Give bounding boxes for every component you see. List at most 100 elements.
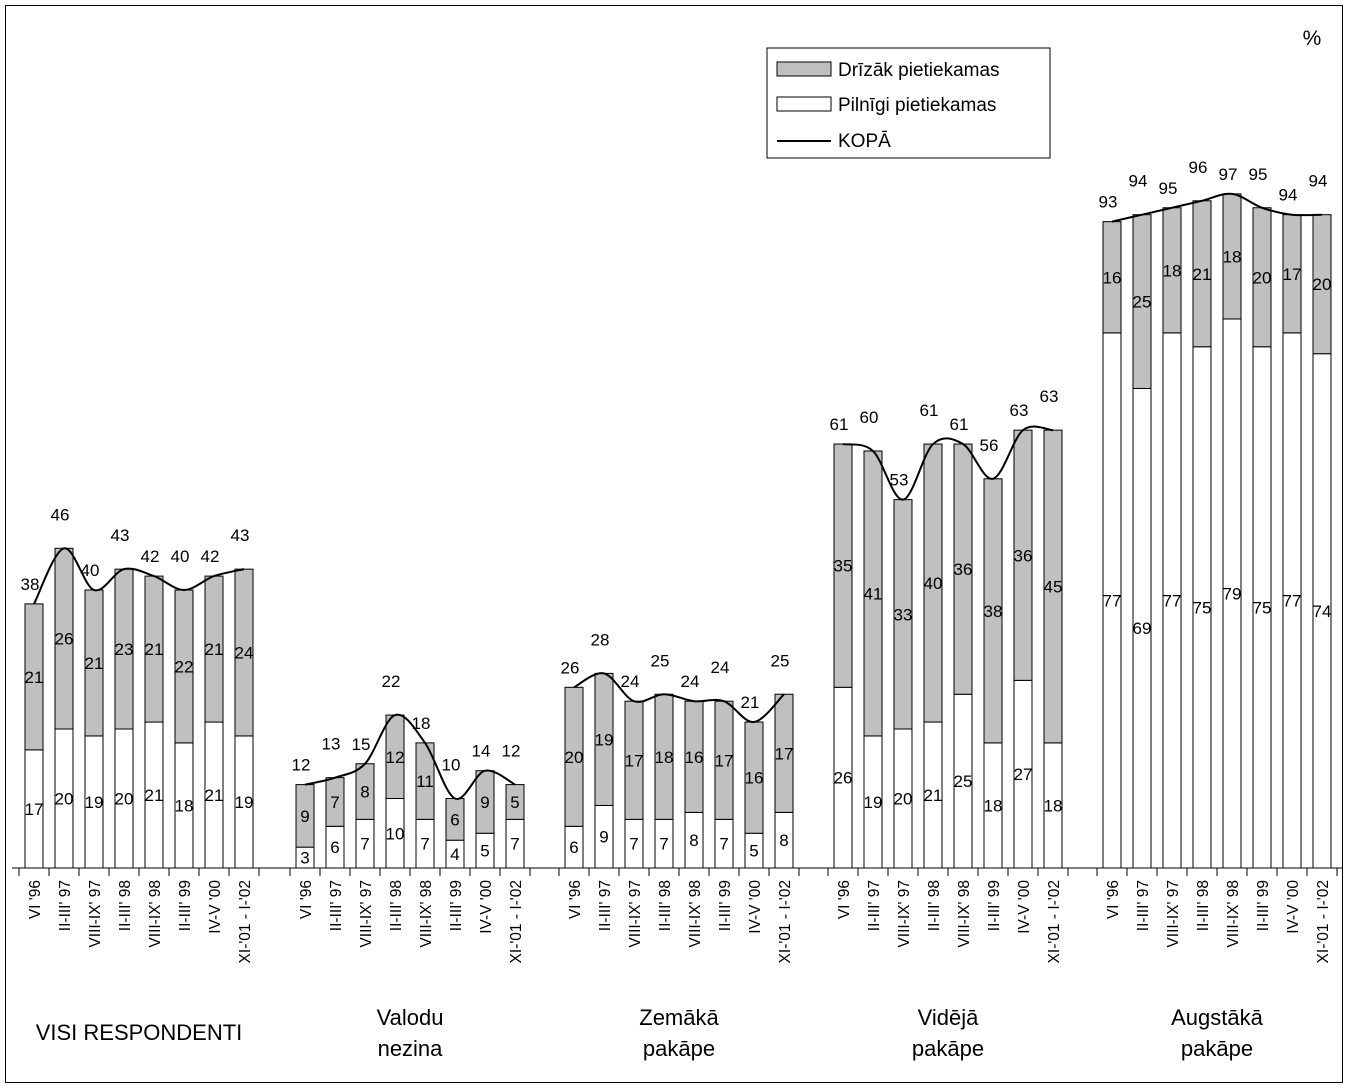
legend-swatch-drizak [776,61,832,77]
group-label: VISI RESPONDENTI [36,1020,243,1045]
legend-swatch-pilnigi [776,96,832,112]
data-label-kopa: 94 [1309,172,1328,191]
x-tick-label: VIII-IX' 97 [1165,880,1182,948]
data-label-pilnigi: 19 [864,793,883,812]
data-label-drizak: 21 [85,654,104,673]
group-label: Augstākā [1171,1005,1263,1030]
data-label-kopa: 97 [1219,165,1238,184]
data-label-drizak: 16 [685,748,704,767]
data-label-pilnigi: 18 [1044,796,1063,815]
data-label-drizak: 36 [954,560,973,579]
data-label-pilnigi: 5 [749,842,758,861]
data-label-pilnigi: 10 [386,824,405,843]
data-label-pilnigi: 8 [689,831,698,850]
data-label-pilnigi: 7 [510,835,519,854]
data-label-pilnigi: 6 [330,838,339,857]
data-label-pilnigi: 17 [25,800,44,819]
x-tick-label: IV-V '00 [1016,880,1033,934]
data-label-drizak: 16 [745,769,764,788]
x-tick-label: IV-V '00 [478,880,495,934]
data-label-kopa: 22 [382,672,401,691]
x-tick-label: II-III' 97 [57,880,74,931]
data-label-kopa: 40 [81,561,100,580]
x-tick-label: II-III' 98 [926,880,943,931]
data-label-kopa: 14 [472,742,491,761]
data-label-pilnigi: 79 [1223,584,1242,603]
x-tick-label: VI '96 [567,880,584,919]
data-label-drizak: 20 [1253,268,1272,287]
data-label-pilnigi: 3 [300,849,309,868]
x-tick-label: II-III' 98 [657,880,674,931]
data-label-pilnigi: 7 [719,835,728,854]
x-tick-label: IV-V '00 [1285,880,1302,934]
legend-label-drizak: Drīzāk pietiekamas [838,60,1000,81]
data-label-pilnigi: 20 [115,790,134,809]
x-tick-label: II-III' 97 [866,880,883,931]
data-label-kopa: 60 [860,408,879,427]
data-label-pilnigi: 7 [360,835,369,854]
data-label-drizak: 17 [625,751,644,770]
data-label-kopa: 94 [1279,186,1298,205]
data-label-drizak: 17 [775,744,794,763]
series-line-kopa [304,713,516,800]
data-label-drizak: 21 [25,668,44,687]
data-label-drizak: 7 [330,793,339,812]
data-label-pilnigi: 74 [1313,602,1332,621]
x-tick-label: VIII-IX' 97 [87,880,104,948]
x-tick-label: II-III' 99 [986,880,1003,931]
data-label-pilnigi: 21 [924,786,943,805]
data-label-drizak: 25 [1133,293,1152,312]
group-label: pakāpe [643,1036,715,1061]
data-label-kopa: 21 [741,693,760,712]
x-tick-label: VIII-IX' 98 [956,880,973,948]
data-label-kopa: 15 [352,735,371,754]
data-label-kopa: 24 [621,672,640,691]
data-label-drizak: 16 [1103,268,1122,287]
data-label-drizak: 6 [450,810,459,829]
data-label-kopa: 63 [1040,387,1059,406]
x-tick-label: VI '96 [27,880,44,919]
data-label-pilnigi: 26 [834,769,853,788]
x-tick-label: VI '96 [298,880,315,919]
data-label-pilnigi: 18 [175,796,194,815]
data-label-kopa: 12 [502,742,521,761]
data-label-kopa: 43 [111,526,130,545]
data-label-pilnigi: 6 [569,838,578,857]
group-label: Valodu [377,1005,444,1030]
x-tick-label: VIII-IX' 97 [358,880,375,948]
data-label-pilnigi: 25 [954,772,973,791]
data-label-pilnigi: 5 [480,842,489,861]
data-label-kopa: 38 [21,575,40,594]
data-label-drizak: 9 [300,807,309,826]
series-line-kopa [573,672,785,724]
data-label-kopa: 46 [51,505,70,524]
data-label-pilnigi: 20 [55,790,74,809]
data-label-drizak: 5 [510,793,519,812]
data-label-kopa: 61 [950,415,969,434]
x-tick-label: II-III' 97 [597,880,614,931]
data-label-kopa: 26 [561,658,580,677]
data-label-drizak: 35 [834,557,853,576]
data-label-drizak: 17 [715,751,734,770]
data-label-drizak: 18 [655,748,674,767]
x-tick-label: VI '96 [836,880,853,919]
data-label-drizak: 20 [1313,275,1332,294]
data-label-drizak: 23 [115,640,134,659]
data-label-pilnigi: 27 [1014,765,1033,784]
x-tick-label: II-III' 97 [328,880,345,931]
data-label-drizak: 20 [565,748,584,767]
series-line-kopa [33,547,245,605]
data-label-kopa: 93 [1099,193,1118,212]
data-label-drizak: 9 [480,793,489,812]
data-label-drizak: 33 [894,605,913,624]
data-label-pilnigi: 77 [1163,591,1182,610]
data-label-drizak: 11 [416,772,434,791]
data-label-drizak: 18 [1223,247,1242,266]
data-label-drizak: 41 [864,584,883,603]
data-label-drizak: 17 [1283,265,1302,284]
data-label-drizak: 45 [1044,578,1063,597]
data-label-kopa: 56 [980,436,999,455]
legend-label-pilnigi: Pilnīgi pietiekamas [838,95,996,116]
data-label-drizak: 21 [145,640,164,659]
